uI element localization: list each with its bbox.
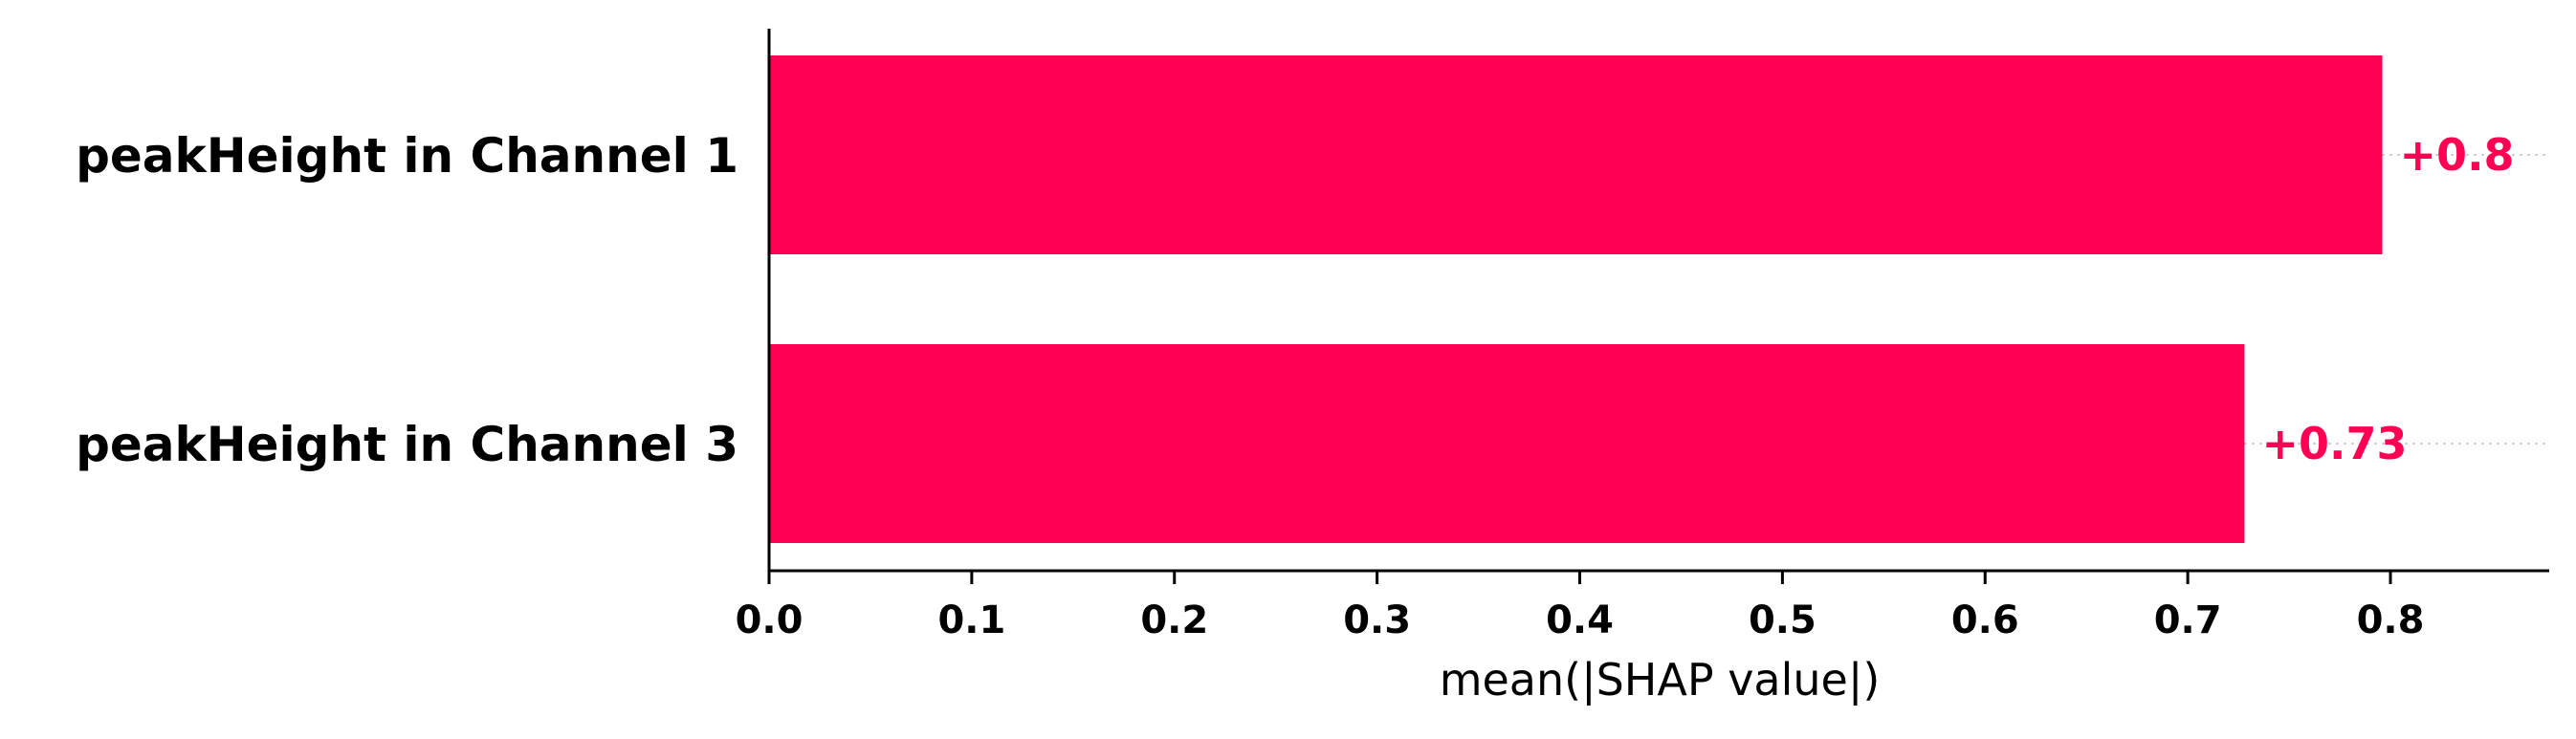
x-tick-label: 0.5 <box>1749 598 1816 642</box>
value-label: +0.73 <box>2261 418 2407 469</box>
bars-layer: +0.8 +0.73 <box>769 55 2549 543</box>
x-tick-label: 0.4 <box>1546 598 1614 642</box>
x-tick-label: 0.1 <box>937 598 1005 642</box>
value-label: +0.8 <box>2400 129 2515 181</box>
x-tick-label: 0.3 <box>1343 598 1411 642</box>
x-tick-label: 0.6 <box>1951 598 2019 642</box>
x-tick-label: 0.2 <box>1140 598 1208 642</box>
x-tick-label: 0.0 <box>736 598 804 642</box>
bar <box>769 344 2245 543</box>
x-tick-label: 0.7 <box>2154 598 2222 642</box>
category-label: peakHeight in Channel 3 <box>76 417 738 472</box>
category-labels: peakHeight in Channel 1 peakHeight in Cha… <box>76 128 738 472</box>
x-tick-label: 0.8 <box>2357 598 2425 642</box>
category-label: peakHeight in Channel 1 <box>76 128 738 184</box>
x-axis: 0.0 0.1 0.2 0.3 0.4 0.5 0.6 0.7 0.8 <box>736 29 2549 642</box>
bar <box>769 55 2383 254</box>
x-axis-title: mean(|SHAP value|) <box>1440 654 1881 706</box>
